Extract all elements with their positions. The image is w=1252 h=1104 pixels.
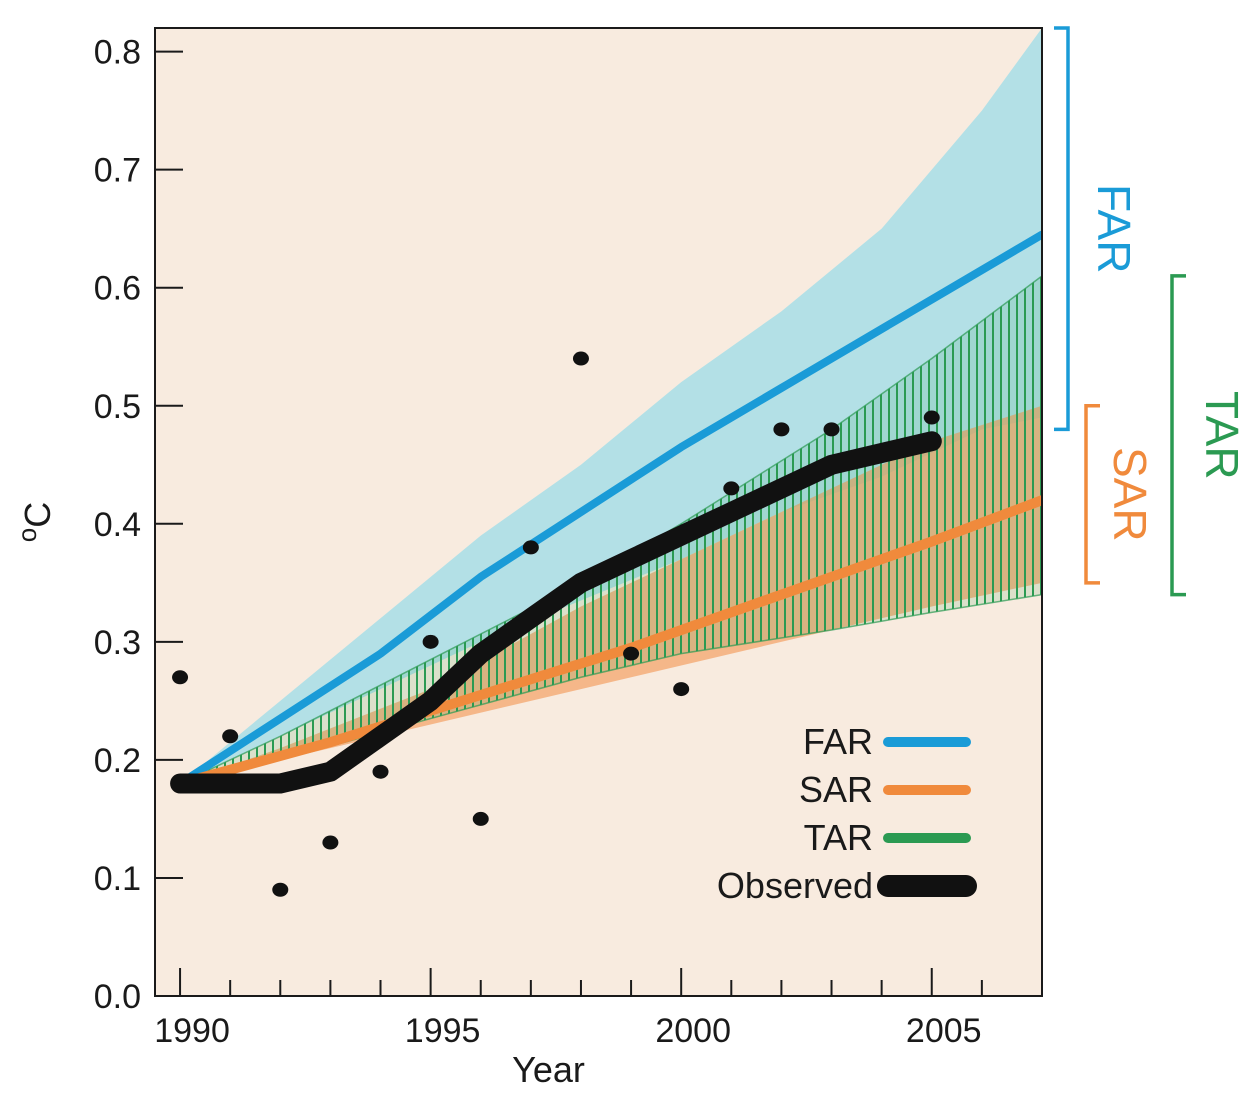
observed-points <box>172 351 940 897</box>
y-tick-label: 0.0 <box>94 978 141 1016</box>
observed-point <box>673 682 690 697</box>
x-tick-label: 2000 <box>655 1012 731 1050</box>
bracket-tar <box>1170 274 1186 597</box>
band-tar <box>179 274 1042 785</box>
observed-point <box>572 351 589 366</box>
y-tick-label: 0.6 <box>94 270 141 308</box>
bracket-label-sar: SAR <box>1104 447 1156 542</box>
observed-point <box>172 670 189 685</box>
x-tick-label: 1990 <box>154 1012 230 1050</box>
observed-point <box>422 634 439 649</box>
observed-point <box>773 422 790 437</box>
y-tick-label: 0.3 <box>94 624 141 662</box>
y-axis: 0.0 0.1 0.2 0.3 0.4 0.5 0.6 0.7 0.8 <box>94 34 183 1016</box>
observed-point <box>472 811 489 826</box>
y-axis-title-base: C <box>17 502 58 528</box>
legend-label-tar: TAR <box>804 817 873 858</box>
plot-frame <box>154 27 1043 997</box>
x-axis-title: Year <box>512 1049 585 1090</box>
bracket-label-far: FAR <box>1088 184 1140 273</box>
observed-point <box>522 540 539 555</box>
observed-point <box>222 729 239 744</box>
y-tick-label: 0.1 <box>94 860 141 898</box>
x-tick-label: 2005 <box>906 1012 982 1050</box>
observed-point <box>723 481 740 496</box>
legend-label-far: FAR <box>803 721 873 762</box>
y-axis-title: oC <box>12 502 58 542</box>
y-tick-label: 0.4 <box>94 506 141 544</box>
observed-point <box>923 410 940 425</box>
x-tick-label: 1995 <box>405 1012 481 1050</box>
series-line-observed <box>170 431 942 794</box>
x-axis: 1990 1995 2000 2005 <box>154 968 983 1050</box>
y-tick-label: 0.5 <box>94 388 141 426</box>
observed-point <box>372 764 389 779</box>
observed-point <box>623 646 640 661</box>
observed-point <box>322 835 339 850</box>
y-tick-label: 0.8 <box>94 34 141 72</box>
range-brackets: FAR SAR TAR <box>1054 26 1248 597</box>
observed-point <box>272 882 289 897</box>
legend: FAR SAR TAR Observed <box>717 721 977 906</box>
uncertainty-bands <box>179 28 1042 785</box>
legend-label-observed: Observed <box>717 865 873 906</box>
y-tick-label: 0.7 <box>94 152 141 190</box>
bracket-sar <box>1084 404 1100 585</box>
bracket-label-tar: TAR <box>1196 391 1248 480</box>
y-axis-title-superscript: o <box>12 528 42 542</box>
series-line-far <box>176 230 1042 788</box>
observed-point <box>823 422 840 437</box>
y-tick-label: 0.2 <box>94 742 141 780</box>
legend-label-sar: SAR <box>799 769 873 810</box>
bracket-far <box>1054 26 1070 432</box>
